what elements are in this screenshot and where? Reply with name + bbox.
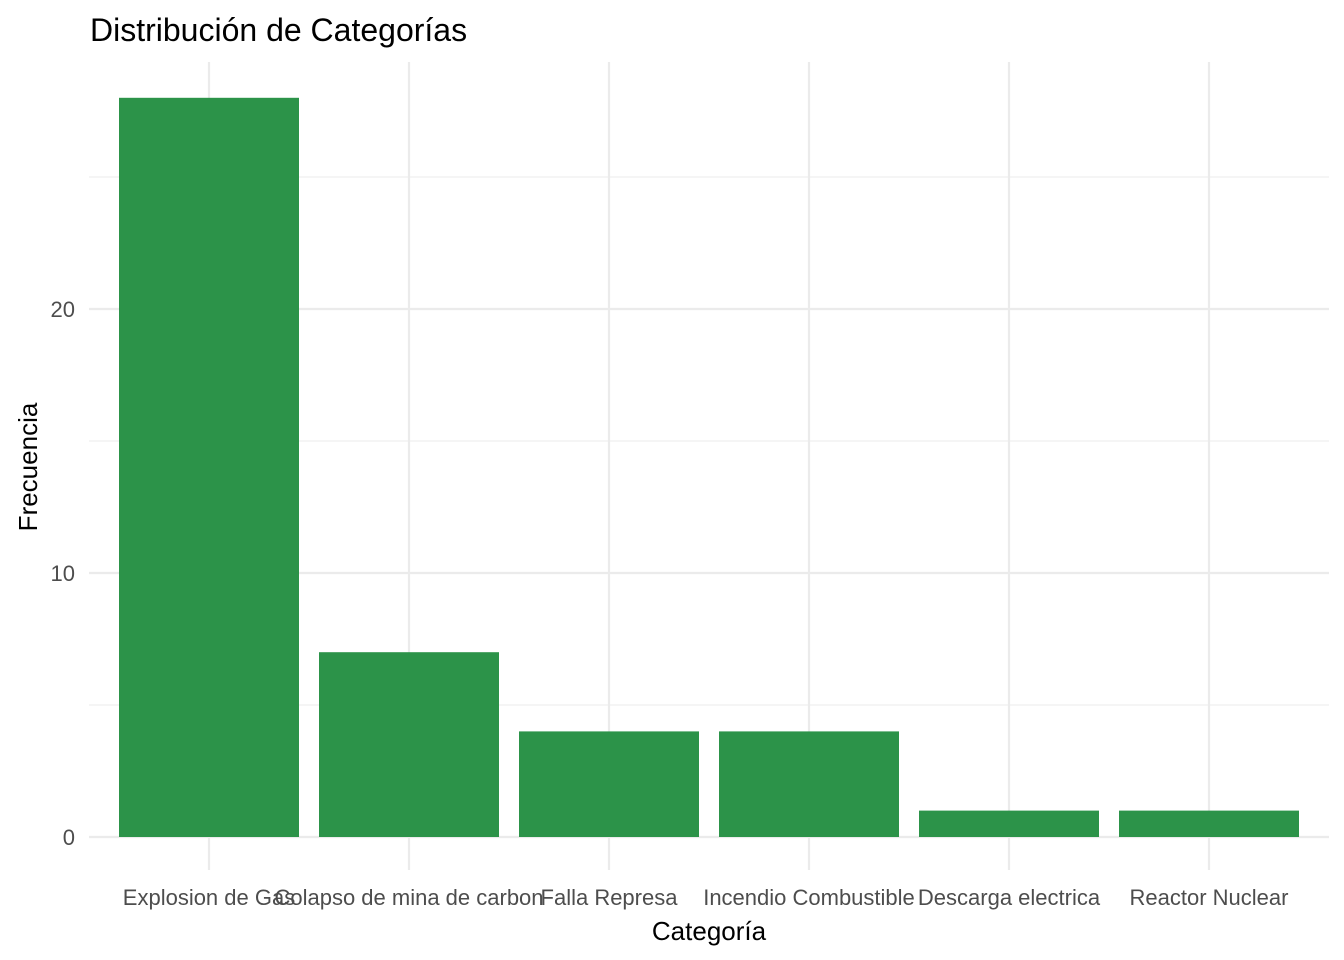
y-axis-title: Frecuencia (13, 402, 43, 531)
x-tick-label: Reactor Nuclear (1130, 885, 1289, 910)
bar (519, 731, 699, 837)
bar (119, 97, 299, 838)
x-axis-title: Categoría (652, 916, 767, 946)
x-tick-label: Descarga electrica (918, 885, 1101, 910)
y-tick-label: 20 (51, 297, 75, 322)
bar (719, 731, 899, 837)
y-tick-label: 0 (63, 825, 75, 850)
chart-title: Distribución de Categorías (90, 12, 467, 48)
y-tick-label: 10 (51, 561, 75, 586)
bar (919, 810, 1099, 837)
x-tick-label: Explosion de Gas (123, 885, 295, 910)
x-tick-label: Falla Represa (541, 885, 679, 910)
x-tick-label: Incendio Combustible (703, 885, 915, 910)
y-axis-tick-labels: 0 10 20 (51, 297, 75, 850)
bar (1119, 810, 1299, 837)
bar (319, 652, 499, 837)
x-tick-label: Colapso de mina de carbon (274, 885, 543, 910)
bars (119, 97, 1299, 838)
